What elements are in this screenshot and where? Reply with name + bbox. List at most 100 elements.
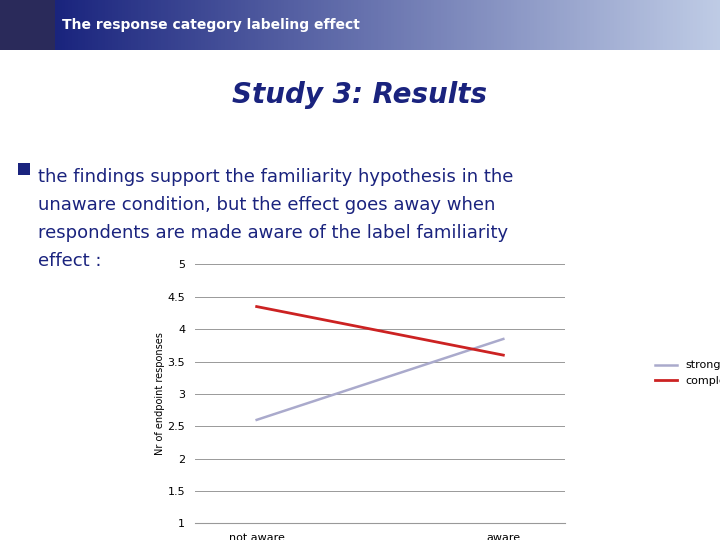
Bar (18, 163, 30, 175)
Bar (644, 0, 647, 50)
Bar (624, 0, 627, 50)
Bar (204, 0, 208, 50)
Bar (603, 0, 607, 50)
Bar (714, 0, 716, 50)
Bar (321, 0, 324, 50)
Bar (434, 0, 437, 50)
Bar (85, 0, 89, 50)
Bar (361, 0, 364, 50)
Bar (597, 0, 600, 50)
Bar (128, 0, 132, 50)
Bar (650, 0, 654, 50)
Bar (404, 0, 408, 50)
Bar (158, 0, 161, 50)
Bar (301, 0, 305, 50)
Bar (98, 0, 102, 50)
Bar (667, 0, 670, 50)
Bar (334, 0, 338, 50)
Bar (324, 0, 328, 50)
Bar (328, 0, 331, 50)
Bar (307, 0, 311, 50)
Bar (161, 0, 165, 50)
Bar (178, 0, 181, 50)
Bar (647, 0, 650, 50)
Bar (637, 0, 640, 50)
Bar (680, 0, 683, 50)
Bar (291, 0, 294, 50)
Bar (108, 0, 112, 50)
Bar (487, 0, 490, 50)
Bar (258, 0, 261, 50)
Bar (354, 0, 358, 50)
Bar (298, 0, 301, 50)
Bar (228, 0, 231, 50)
Bar (288, 0, 291, 50)
Bar (278, 0, 281, 50)
Bar (673, 0, 677, 50)
Bar (284, 0, 288, 50)
Bar (411, 0, 414, 50)
Bar (577, 0, 580, 50)
Bar (181, 0, 184, 50)
Bar (91, 0, 95, 50)
Bar (89, 0, 91, 50)
Bar (517, 0, 521, 50)
Bar (394, 0, 397, 50)
Bar (381, 0, 384, 50)
Bar (544, 0, 547, 50)
Bar (414, 0, 418, 50)
Bar (65, 0, 68, 50)
Bar (590, 0, 594, 50)
Bar (271, 0, 274, 50)
Bar (474, 0, 477, 50)
Bar (374, 0, 377, 50)
Bar (274, 0, 278, 50)
Bar (524, 0, 527, 50)
Bar (700, 0, 703, 50)
Bar (494, 0, 498, 50)
Bar (75, 0, 78, 50)
Bar (58, 0, 62, 50)
Bar (348, 0, 351, 50)
Bar (683, 0, 687, 50)
Bar (145, 0, 148, 50)
Bar (68, 0, 71, 50)
Bar (387, 0, 391, 50)
Bar (580, 0, 584, 50)
Bar (541, 0, 544, 50)
Bar (341, 0, 344, 50)
Bar (81, 0, 85, 50)
Bar (697, 0, 700, 50)
Bar (640, 0, 644, 50)
Bar (55, 0, 58, 50)
Text: unaware condition, but the effect goes away when: unaware condition, but the effect goes a… (38, 196, 495, 214)
Bar (358, 0, 361, 50)
Text: the findings support the familiarity hypothesis in the: the findings support the familiarity hyp… (38, 168, 513, 186)
Bar (464, 0, 467, 50)
Bar (367, 0, 371, 50)
Bar (690, 0, 693, 50)
Bar (613, 0, 617, 50)
Bar (318, 0, 321, 50)
Bar (78, 0, 81, 50)
Bar (115, 0, 118, 50)
Bar (105, 0, 108, 50)
Bar (707, 0, 710, 50)
Bar (344, 0, 348, 50)
Bar (527, 0, 531, 50)
Bar (384, 0, 387, 50)
Bar (663, 0, 667, 50)
Bar (420, 0, 424, 50)
Bar (627, 0, 630, 50)
Bar (431, 0, 434, 50)
Bar (554, 0, 557, 50)
Bar (112, 0, 115, 50)
Bar (498, 0, 500, 50)
Bar (194, 0, 198, 50)
Text: effect :: effect : (38, 252, 102, 270)
Bar (471, 0, 474, 50)
Bar (441, 0, 444, 50)
Bar (264, 0, 268, 50)
Bar (454, 0, 457, 50)
Bar (268, 0, 271, 50)
